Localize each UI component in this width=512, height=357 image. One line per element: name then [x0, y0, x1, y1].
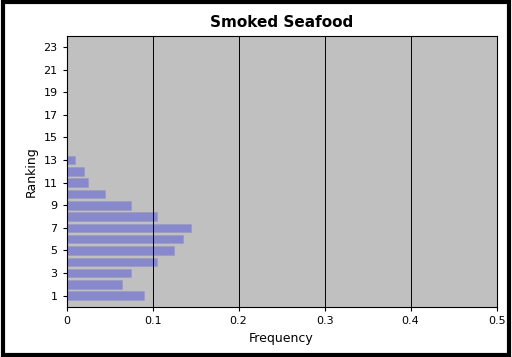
X-axis label: Frequency: Frequency	[249, 332, 314, 345]
Bar	[67, 167, 84, 176]
Bar	[67, 280, 122, 289]
Bar	[67, 201, 131, 210]
Bar	[67, 178, 88, 187]
Bar	[67, 246, 174, 255]
Bar	[67, 269, 131, 277]
Y-axis label: Ranking: Ranking	[25, 146, 38, 197]
Title: Smoked Seafood: Smoked Seafood	[210, 15, 353, 30]
Bar	[67, 235, 183, 243]
Bar	[67, 257, 157, 266]
Bar	[67, 291, 144, 300]
Bar	[67, 223, 191, 232]
Bar	[67, 212, 157, 221]
Bar	[67, 190, 105, 198]
Bar	[67, 156, 75, 164]
